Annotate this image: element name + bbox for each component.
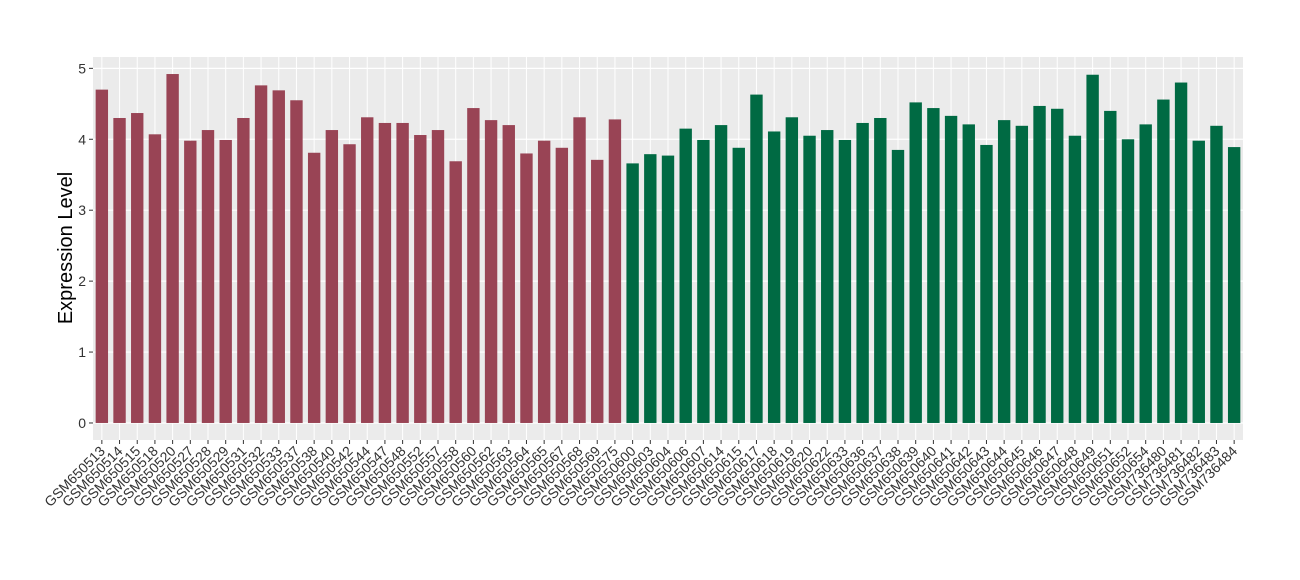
bar: [608, 119, 622, 423]
bar: [874, 117, 887, 423]
y-tick-label: 3: [78, 202, 86, 218]
bar: [396, 122, 409, 423]
bar: [997, 120, 1011, 423]
bar: [803, 135, 816, 423]
bar: [148, 134, 162, 423]
bar: [714, 125, 728, 423]
bar: [467, 108, 480, 423]
bar: [431, 130, 445, 423]
bar: [502, 125, 515, 423]
bar: [449, 161, 462, 423]
bar: [95, 89, 109, 423]
bar: [1051, 108, 1064, 423]
y-tick-label: 0: [78, 415, 86, 431]
bar: [254, 85, 268, 423]
bar: [785, 117, 799, 423]
bar: [555, 147, 569, 423]
bar: [520, 153, 533, 423]
bar: [201, 130, 215, 423]
bar: [1121, 139, 1135, 423]
bar: [661, 155, 675, 423]
bar: [219, 139, 232, 423]
bar: [697, 139, 710, 423]
bar: [1227, 147, 1241, 423]
bar: [1157, 99, 1170, 423]
bar: [732, 147, 745, 423]
bar: [1210, 125, 1223, 423]
bar: [644, 154, 657, 423]
bar: [1015, 125, 1029, 423]
bar: [679, 128, 692, 423]
bar: [184, 140, 197, 423]
bar: [290, 100, 303, 423]
bar: [1086, 74, 1099, 423]
bar: [750, 94, 763, 423]
bar: [1139, 124, 1152, 423]
bar: [272, 90, 285, 423]
bar: [325, 130, 339, 423]
bar: [962, 124, 975, 423]
bar: [626, 163, 639, 423]
bar: [927, 108, 940, 423]
y-tick-label: 1: [78, 344, 86, 360]
y-axis-label: Expression Level: [55, 172, 77, 324]
bar: [113, 117, 126, 423]
bar: [573, 117, 586, 423]
bar: [343, 144, 356, 423]
bar: [307, 152, 321, 423]
bar: [484, 120, 498, 423]
bar: [1192, 140, 1205, 423]
bar: [1033, 105, 1046, 423]
bar: [378, 122, 392, 423]
bar: [591, 159, 604, 423]
bar: [767, 131, 781, 423]
bar: [166, 74, 179, 423]
y-tick-label: 5: [78, 60, 86, 76]
bar: [821, 130, 834, 423]
y-tick-label: 2: [78, 273, 86, 289]
bar: [909, 102, 922, 423]
bar: [414, 135, 427, 423]
bar: [361, 117, 374, 423]
bar: [944, 115, 958, 423]
bar: [1174, 82, 1188, 423]
bar: [131, 113, 144, 423]
y-tick-label: 4: [78, 131, 86, 147]
bar: [980, 144, 993, 423]
bar: [237, 117, 250, 423]
bar: [1068, 135, 1082, 423]
bar: [891, 149, 905, 423]
bar: [1104, 110, 1117, 423]
bar: [537, 140, 551, 423]
bar: [856, 122, 869, 423]
bar: [838, 139, 852, 423]
